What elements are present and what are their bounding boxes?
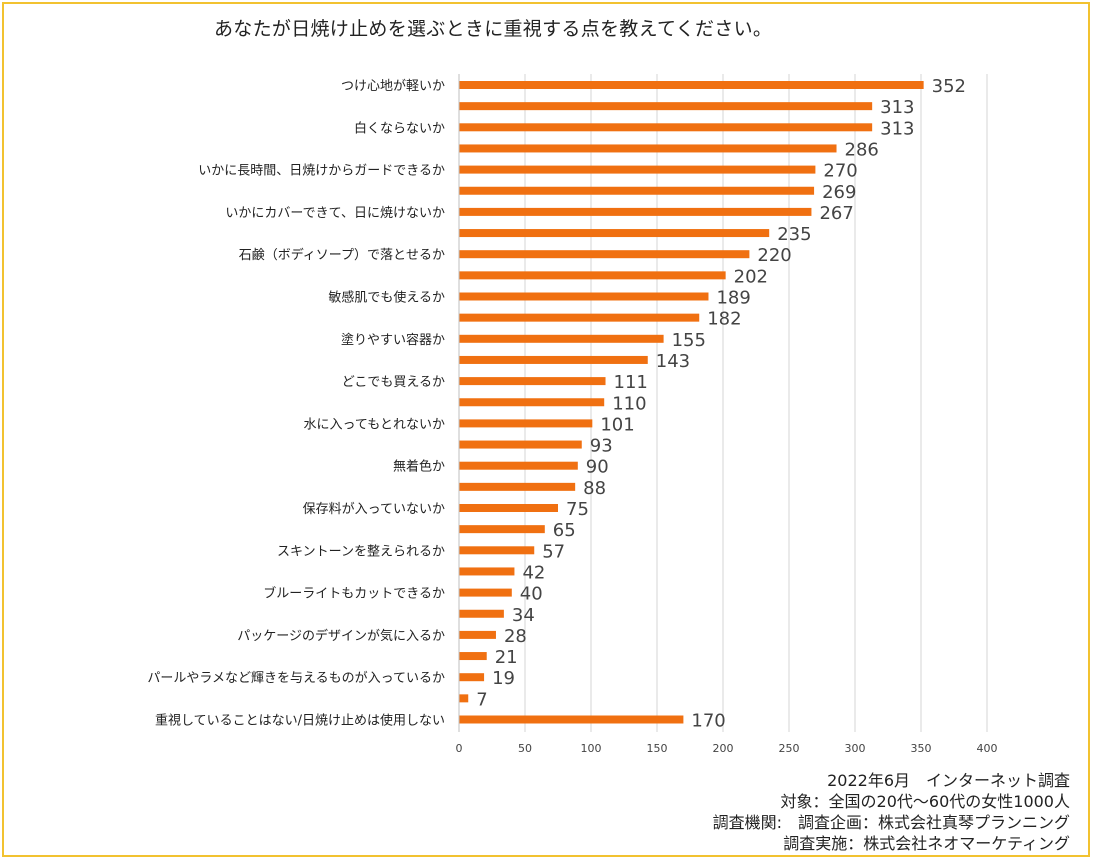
category-label: 石鹸（ボディソープ）で落とせるか (239, 247, 445, 263)
footer-organization: 調査機関: 調査企画：株式会社真琴プランニング (712, 813, 1070, 832)
bar (459, 482, 576, 491)
data-label: 101 (600, 414, 634, 435)
x-tick-label: 150 (647, 742, 668, 755)
data-label: 42 (522, 562, 545, 583)
bar (459, 609, 504, 618)
data-label: 155 (672, 330, 706, 351)
x-tick-label: 0 (456, 742, 463, 755)
category-label: つけ心地が軽いか (341, 79, 445, 94)
category-label: 保存料が入っていないか (303, 502, 445, 517)
data-label: 352 (932, 76, 966, 97)
data-label: 90 (586, 457, 609, 478)
bar (459, 419, 593, 428)
bar (459, 673, 485, 682)
category-label: 白くならないか (354, 120, 445, 136)
category-label: どこでも買えるか (342, 375, 445, 390)
bar (459, 652, 487, 661)
category-label: スキントーンを整えられるか (277, 544, 445, 559)
data-label: 21 (495, 647, 518, 668)
bar (459, 313, 700, 322)
survey-footer: 2022年6月 インターネット調査 対象：全国の20代～60代の女性1000人 … (713, 770, 1070, 854)
bar (459, 630, 496, 639)
category-label: 重視していることはない/日焼け止めは使用しない (155, 713, 445, 729)
category-label: 水に入ってもとれないか (304, 417, 445, 432)
bar (459, 377, 606, 386)
bar (459, 186, 815, 195)
bar (459, 123, 873, 132)
footer-date: 2022年6月 インターネット調査 (827, 771, 1070, 790)
data-label: 313 (880, 97, 914, 118)
x-tick-label: 350 (911, 742, 932, 755)
bar (459, 461, 578, 470)
bar (459, 546, 535, 555)
data-label: 202 (734, 266, 768, 287)
data-label: 65 (553, 520, 576, 541)
footer-implementer: 調査実施：株式会社ネオマーケティング (783, 834, 1070, 853)
data-label: 88 (583, 478, 606, 499)
bar (459, 504, 558, 512)
bar (459, 334, 664, 343)
bar (459, 144, 837, 153)
bar (459, 271, 726, 280)
bar (459, 588, 512, 597)
bar (459, 525, 545, 534)
data-label: 110 (612, 393, 646, 414)
data-label: 111 (614, 372, 648, 393)
data-label: 182 (707, 309, 741, 330)
chart-title: あなたが日焼け止めを選ぶときに重視する点を教えてください。 (214, 18, 773, 40)
bar (459, 440, 582, 449)
category-label: 敏感肌でも使えるか (328, 290, 445, 306)
category-label: ブルーライトもカットできるか (263, 586, 445, 602)
data-label: 270 (823, 161, 857, 182)
x-tick-label: 200 (713, 742, 734, 755)
bar (459, 165, 816, 174)
category-label: いかに長時間、日焼けからガードできるか (198, 164, 445, 179)
x-tick-label: 300 (845, 742, 866, 755)
data-label: 40 (520, 584, 543, 605)
category-label: いかにカバーできて、日に焼けないか (225, 206, 445, 221)
category-label: パッケージのデザインが気に入るか (237, 628, 445, 644)
data-label: 235 (777, 224, 811, 245)
x-tick-label: 400 (977, 742, 998, 755)
data-label: 28 (504, 626, 527, 647)
category-label: 塗りやすい容器か (341, 332, 445, 348)
data-label: 170 (691, 711, 725, 732)
bar (459, 398, 605, 407)
x-tick-label: 250 (779, 742, 800, 755)
data-label: 267 (819, 203, 853, 224)
bar (459, 694, 469, 703)
data-label: 189 (716, 288, 750, 309)
bar (459, 229, 770, 238)
bar (459, 567, 515, 576)
data-label: 75 (566, 499, 589, 520)
data-label: 34 (512, 605, 535, 626)
data-label: 93 (590, 436, 613, 457)
bar (459, 292, 709, 301)
data-label: 286 (845, 139, 879, 160)
bar (459, 250, 750, 259)
data-label: 7 (476, 689, 487, 710)
bar (459, 207, 812, 216)
category-label: 無着色か (393, 459, 445, 475)
bar (459, 102, 873, 111)
x-tick-label: 50 (518, 742, 532, 755)
bar (459, 715, 684, 724)
x-tick-label: 100 (581, 742, 602, 755)
data-label: 19 (492, 668, 515, 689)
data-label: 143 (656, 351, 690, 372)
data-label: 313 (880, 118, 914, 139)
bar (459, 355, 648, 364)
footer-target: 対象：全国の20代～60代の女性1000人 (780, 792, 1070, 811)
category-label: パールやラメなど輝きを与えるものが入っているか (147, 671, 445, 686)
data-label: 220 (757, 245, 791, 266)
data-label: 57 (542, 541, 565, 562)
bar (459, 81, 924, 89)
data-label: 269 (822, 182, 856, 203)
